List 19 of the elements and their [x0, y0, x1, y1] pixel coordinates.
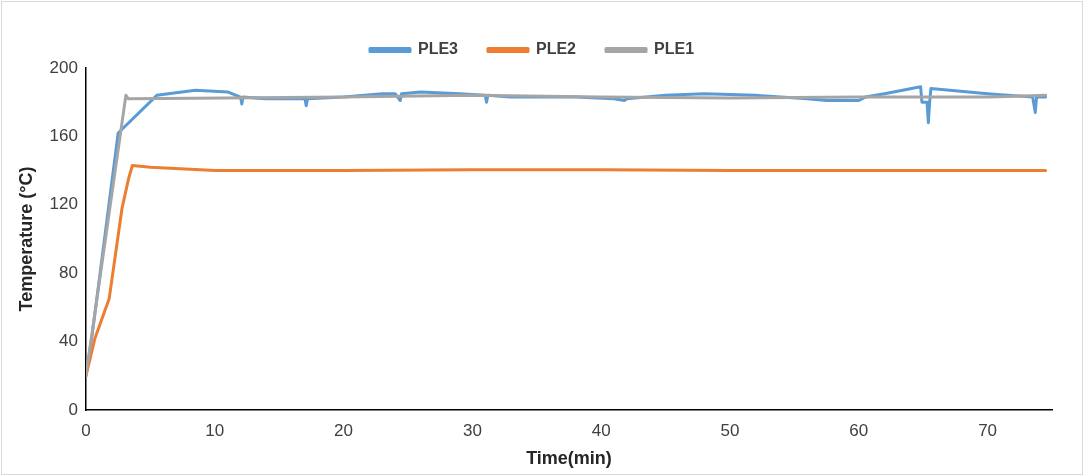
x-tick-label: 0	[81, 420, 91, 440]
x-tick-label: 60	[849, 420, 869, 440]
x-tick-label: 50	[720, 420, 740, 440]
x-tick-label: 30	[462, 420, 482, 440]
x-axis-title: Time(min)	[526, 448, 612, 469]
x-tick-label: 10	[205, 420, 225, 440]
y-tick-label: 160	[49, 126, 78, 146]
y-tick-label: 0	[68, 399, 78, 419]
y-tick-label: 80	[59, 262, 78, 282]
x-tick-label: 20	[334, 420, 354, 440]
y-tick-label: 40	[59, 331, 78, 351]
legend-label: PLE1	[654, 40, 695, 58]
y-tick-label: 120	[49, 194, 78, 214]
legend-label: PLE3	[417, 40, 459, 58]
y-tick-label: 200	[49, 57, 78, 77]
x-tick-label: 70	[978, 420, 998, 440]
y-axis-title: Temperature (°C)	[15, 166, 36, 312]
x-tick-label: 40	[591, 420, 611, 440]
legend-label: PLE2	[535, 40, 577, 58]
